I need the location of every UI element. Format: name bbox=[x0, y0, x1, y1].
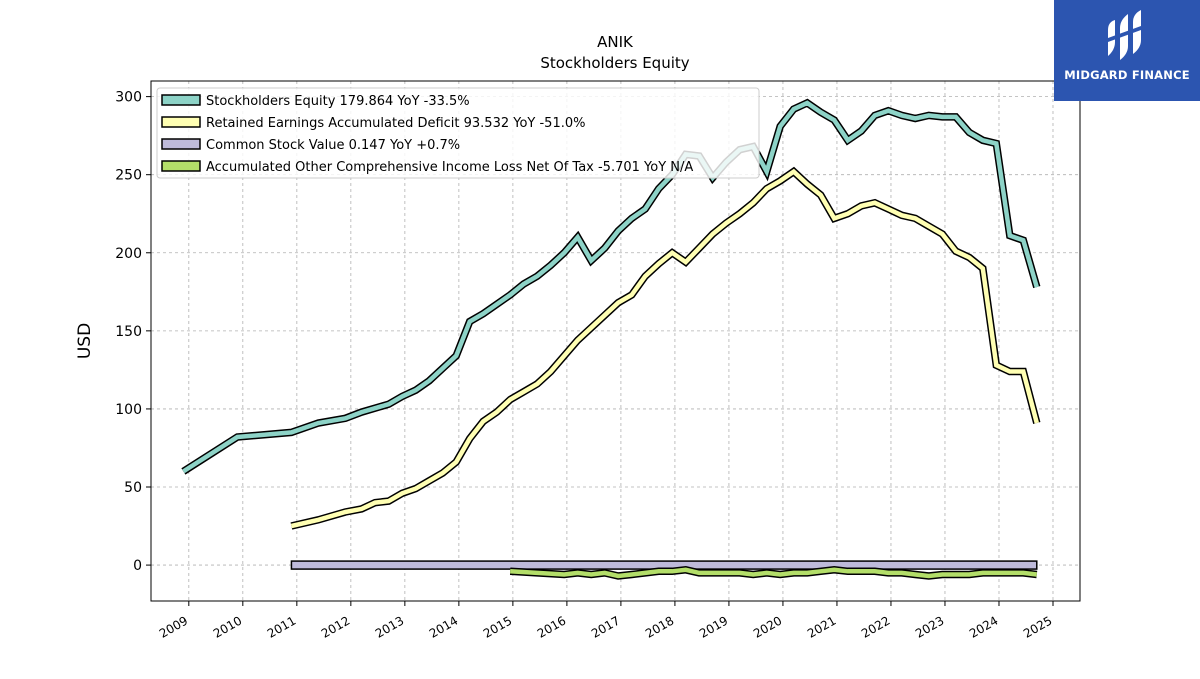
legend-label: Stockholders Equity 179.864 YoY -33.5% bbox=[206, 94, 470, 109]
y-tick-label: 300 bbox=[115, 90, 142, 106]
chart-subtitle: Stockholders Equity bbox=[540, 54, 689, 72]
plot-frame bbox=[150, 80, 1081, 602]
legend-label: Accumulated Other Comprehensive Income L… bbox=[206, 160, 693, 175]
midgard-logo-icon bbox=[1108, 10, 1141, 60]
legend-label: Retained Earnings Accumulated Deficit 93… bbox=[206, 116, 585, 131]
y-tick-label: 100 bbox=[115, 402, 142, 418]
y-axis-label: USD bbox=[75, 323, 95, 359]
y-tick-label: 200 bbox=[115, 246, 142, 262]
brand-name: MIDGARD FINANCE bbox=[1064, 68, 1190, 82]
legend-swatch bbox=[161, 116, 201, 128]
y-tick-label: 0 bbox=[133, 558, 142, 574]
legend-swatch bbox=[161, 160, 201, 172]
chart-title: ANIK bbox=[597, 33, 634, 51]
y-tick-label: 150 bbox=[115, 324, 142, 340]
legend: Stockholders Equity 179.864 YoY -33.5% Re… bbox=[156, 87, 760, 179]
y-axis: 0 50 100 150 200 250 300 bbox=[115, 90, 151, 574]
y-tick-label: 250 bbox=[115, 168, 142, 184]
legend-box bbox=[156, 87, 760, 179]
series-line bbox=[290, 168, 1039, 529]
legend-swatch bbox=[161, 94, 201, 106]
legend-swatch bbox=[161, 138, 201, 150]
y-tick-label: 50 bbox=[124, 480, 142, 496]
series-line bbox=[510, 567, 1038, 579]
brand-logo-badge: MIDGARD FINANCE bbox=[1054, 0, 1200, 101]
legend-label: Common Stock Value 0.147 YoY +0.7% bbox=[206, 138, 460, 153]
